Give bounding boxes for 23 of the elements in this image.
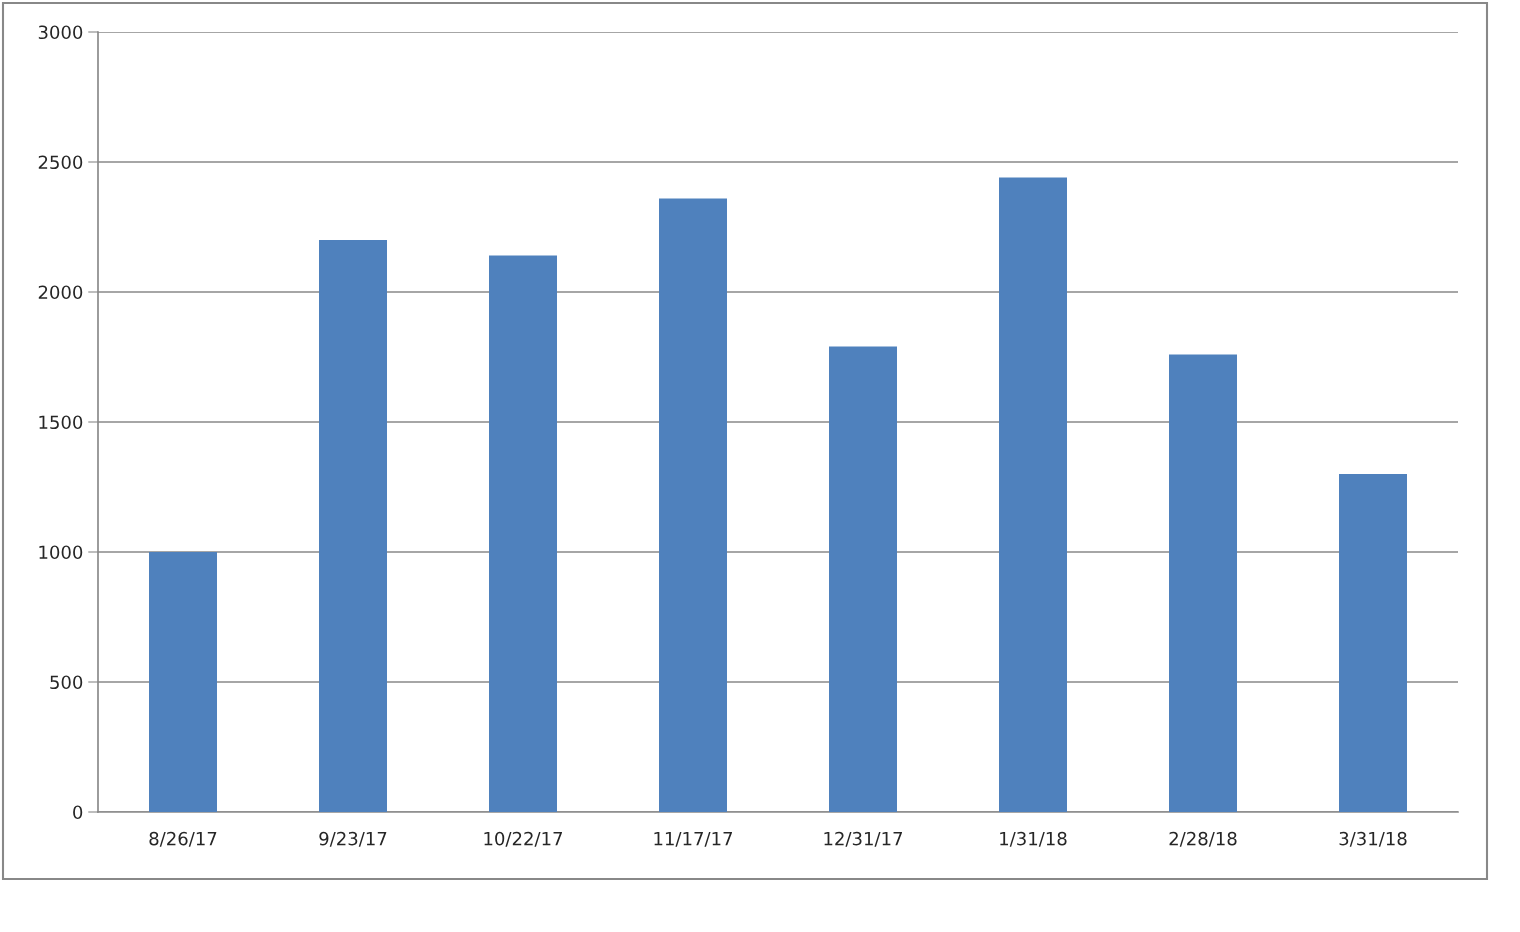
x-tick-label: 1/31/18 bbox=[1000, 831, 1067, 847]
bar bbox=[489, 255, 557, 812]
y-tick-label: 2500 bbox=[38, 155, 83, 170]
y-tick-label: 1500 bbox=[39, 415, 83, 430]
bar bbox=[659, 198, 727, 812]
y-tick-label: 1000 bbox=[39, 545, 83, 560]
x-tick-label: 10/22/17 bbox=[484, 831, 562, 847]
x-tick-label: 8/26/17 bbox=[149, 831, 217, 847]
y-tick-label: 3000 bbox=[38, 25, 83, 40]
x-tick-label: 12/31/17 bbox=[824, 831, 902, 847]
y-tick-label: 2000 bbox=[38, 285, 83, 300]
bar bbox=[1169, 354, 1237, 812]
y-tick-label: 500 bbox=[50, 675, 83, 690]
x-tick-label: 3/31/18 bbox=[1339, 831, 1407, 847]
y-tick-label: 0 bbox=[73, 805, 83, 820]
x-tick-label: 9/23/17 bbox=[319, 831, 387, 847]
x-tick-label: 11/17/17 bbox=[654, 832, 732, 847]
x-tick-label: 2/28/18 bbox=[1169, 831, 1237, 847]
bar bbox=[999, 177, 1067, 812]
bar bbox=[319, 240, 387, 812]
bar bbox=[1339, 474, 1407, 812]
bar bbox=[149, 552, 217, 812]
bar bbox=[829, 346, 897, 812]
